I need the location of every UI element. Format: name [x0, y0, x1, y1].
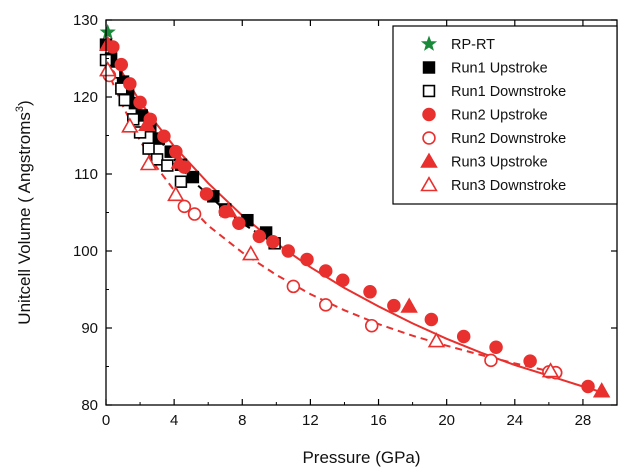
data-point [388, 300, 400, 312]
x-tick-label: 16 [370, 412, 387, 429]
data-point [152, 154, 163, 165]
data-point [162, 160, 173, 171]
data-point [158, 130, 170, 142]
data-point [524, 355, 536, 367]
data-point [115, 59, 127, 71]
legend-marker [423, 132, 435, 144]
x-tick-label: 0 [102, 412, 110, 429]
data-point [178, 200, 190, 212]
legend-label: Run3 Upstroke [451, 155, 548, 171]
y-axis-title-end: ) [15, 100, 34, 106]
legend-label: RP-RT [451, 37, 495, 53]
data-point [169, 187, 184, 200]
legend-marker [423, 109, 435, 121]
data-point [134, 96, 146, 108]
data-point [320, 265, 332, 277]
x-tick-label: 28 [575, 412, 592, 429]
data-point [490, 341, 502, 353]
data-point [233, 217, 245, 229]
data-point [189, 208, 201, 220]
y-tick-label: 100 [73, 243, 98, 260]
x-tick-label: 12 [302, 412, 319, 429]
data-point [366, 320, 378, 332]
data-point [253, 230, 265, 242]
y-tick-label: 130 [73, 12, 98, 29]
x-axis-title: Pressure (GPa) [302, 448, 420, 467]
data-point [301, 254, 313, 266]
data-point [287, 280, 299, 292]
legend-label: Run2 Upstroke [451, 108, 548, 124]
x-tick-label: 24 [506, 412, 523, 429]
data-point [124, 78, 136, 90]
y-tick-label: 90 [81, 320, 98, 337]
x-tick-label: 8 [238, 412, 246, 429]
x-tick-label: 4 [170, 412, 178, 429]
y-axis-title: Unitcell Volume ( Angstroms3) [14, 100, 34, 324]
legend-marker [424, 62, 435, 73]
y-tick-label: 120 [73, 89, 98, 106]
x-tick-label: 20 [438, 412, 455, 429]
legend-label: Run1 Upstroke [451, 61, 548, 77]
data-point [187, 172, 198, 183]
data-point [425, 314, 437, 326]
data-point [143, 143, 154, 154]
y-axis-title-main: Unitcell Volume ( Angstroms [15, 112, 34, 325]
data-point [320, 299, 332, 311]
legend: RP-RT Run1 Upstroke Run1 Downstroke Run2 Up… [393, 26, 617, 204]
legend-marker [424, 86, 435, 97]
data-point [364, 286, 376, 298]
data-point [119, 95, 130, 106]
data-point [267, 236, 279, 248]
data-point [582, 381, 594, 393]
y-tick-label: 80 [81, 397, 98, 414]
data-point [337, 274, 349, 286]
data-point [282, 245, 294, 257]
legend-label: Run2 Downstroke [451, 131, 566, 147]
data-point [176, 176, 187, 187]
data-point [402, 299, 417, 312]
legend-label: Run1 Downstroke [451, 84, 566, 100]
legend-label: Run3 Downstroke [451, 178, 566, 194]
data-point [201, 188, 213, 200]
y-tick-label: 110 [74, 166, 98, 183]
data-point [458, 331, 470, 343]
data-point [243, 247, 258, 260]
data-point [485, 354, 497, 366]
